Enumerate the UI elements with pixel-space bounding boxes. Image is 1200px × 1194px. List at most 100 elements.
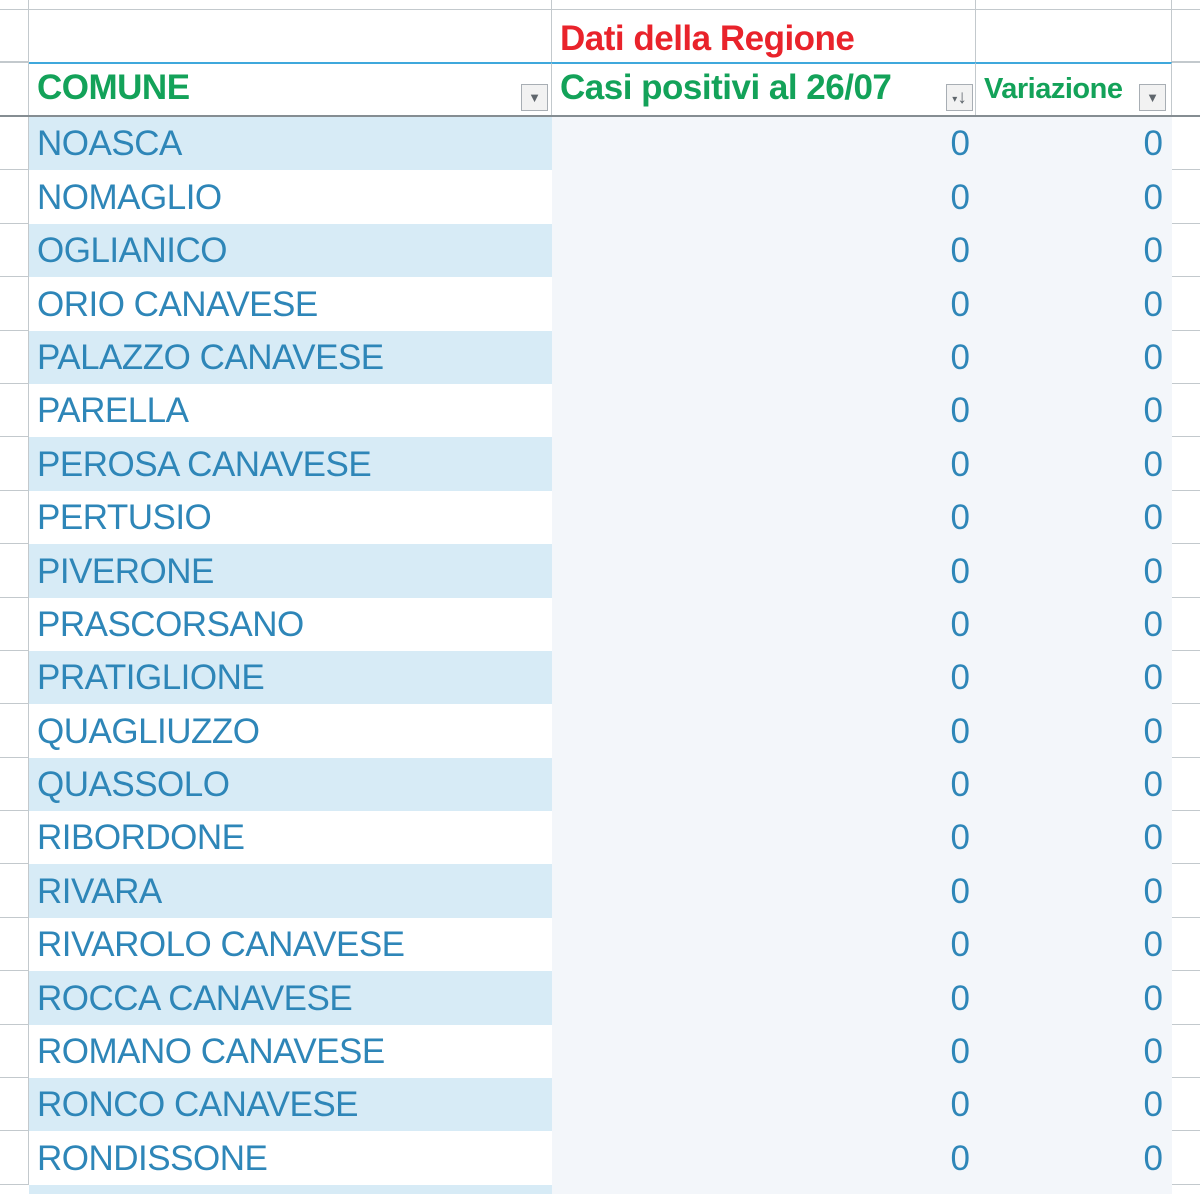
variazione-cell[interactable]: 0 — [976, 650, 1172, 705]
casi-positivi-value: 0 — [950, 391, 970, 431]
comune-cell[interactable]: ROCCA CANAVESE — [29, 971, 552, 1025]
comune-cell[interactable]: RONDISSONE — [29, 1131, 552, 1185]
variazione-cell[interactable]: 0 — [976, 704, 1172, 758]
grid-row-partial — [0, 1184, 1200, 1194]
casi-positivi-cell[interactable]: 0 — [552, 117, 976, 171]
casi-positivi-cell[interactable]: 0 — [552, 544, 976, 598]
chevron-down-icon: ▼ — [528, 90, 541, 105]
casi-positivi-cell[interactable]: 0 — [552, 757, 976, 812]
region-banner-cell[interactable]: Dati della Regione — [552, 10, 976, 62]
casi-positivi-cell[interactable]: 0 — [552, 277, 976, 331]
casi-positivi-cell[interactable]: 0 — [552, 1131, 976, 1185]
variazione-cell[interactable]: 0 — [976, 757, 1172, 812]
casi-positivi-value: 0 — [950, 604, 970, 644]
variazione-cell[interactable]: 0 — [976, 490, 1172, 545]
table-row: QUASSOLO 0 0 — [0, 757, 1200, 812]
casi-positivi-cell[interactable]: 0 — [552, 383, 976, 438]
casi-positivi-value: 0 — [950, 551, 970, 591]
casi-positivi-cell[interactable]: 0 — [552, 170, 976, 224]
casi-positivi-value: 0 — [950, 765, 970, 805]
variazione-cell[interactable]: 0 — [976, 437, 1172, 491]
column-header-casi-positivi[interactable]: Casi positivi al 26/07 ▾ ↓ — [552, 62, 976, 115]
grid-cell — [976, 1184, 1172, 1194]
variazione-cell[interactable]: 0 — [976, 917, 1172, 972]
comune-cell[interactable]: RONCO CANAVESE — [29, 1078, 552, 1132]
casi-positivi-cell[interactable]: 0 — [552, 223, 976, 278]
grid-cell — [1172, 383, 1200, 438]
comune-cell[interactable]: PRASCORSANO — [29, 597, 552, 651]
comune-cell[interactable]: QUASSOLO — [29, 757, 552, 812]
casi-positivi-cell[interactable]: 0 — [552, 917, 976, 972]
variazione-value: 0 — [1143, 1085, 1163, 1125]
variazione-cell[interactable]: 0 — [976, 330, 1172, 384]
grid-cell — [1172, 1131, 1200, 1185]
variazione-value: 0 — [1143, 177, 1163, 217]
casi-positivi-cell[interactable]: 0 — [552, 811, 976, 865]
comune-cell[interactable]: RIBORDONE — [29, 811, 552, 865]
table-row: RONCO CANAVESE 0 0 — [0, 1078, 1200, 1132]
column-header-variazione[interactable]: Variazione ▼ — [976, 62, 1172, 115]
casi-positivi-cell[interactable]: 0 — [552, 597, 976, 651]
casi-positivi-cell[interactable]: 0 — [552, 1024, 976, 1079]
variazione-cell[interactable]: 0 — [976, 383, 1172, 438]
comune-name: OGLIANICO — [37, 231, 227, 271]
comune-cell[interactable]: PRATIGLIONE — [29, 650, 552, 705]
variazione-cell[interactable]: 0 — [976, 1078, 1172, 1132]
comune-filter-button[interactable]: ▼ — [521, 84, 548, 111]
comune-cell[interactable]: ROMANO CANAVESE — [29, 1024, 552, 1079]
variazione-cell[interactable]: 0 — [976, 544, 1172, 598]
grid-cell — [0, 971, 29, 1025]
variazione-cell[interactable]: 0 — [976, 117, 1172, 171]
casi-positivi-cell[interactable]: 0 — [552, 704, 976, 758]
table-row: QUAGLIUZZO 0 0 — [0, 704, 1200, 758]
comune-name: NOASCA — [37, 124, 182, 164]
grid-cell[interactable] — [29, 10, 552, 62]
variazione-cell[interactable]: 0 — [976, 597, 1172, 651]
variazione-cell[interactable]: 0 — [976, 223, 1172, 278]
variazione-cell[interactable]: 0 — [976, 971, 1172, 1025]
casi-positivi-cell[interactable]: 0 — [552, 1078, 976, 1132]
variazione-value: 0 — [1143, 337, 1163, 377]
casi-sort-filter-button[interactable]: ▾ ↓ — [946, 84, 973, 111]
comune-cell[interactable]: RIVARA — [29, 864, 552, 918]
comune-cell[interactable]: RIVAROLO CANAVESE — [29, 917, 552, 972]
comune-cell[interactable]: NOMAGLIO — [29, 170, 552, 224]
casi-positivi-value: 0 — [950, 658, 970, 698]
comune-name: RIVAROLO CANAVESE — [37, 925, 405, 965]
comune-header-label: COMUNE — [37, 68, 190, 107]
variazione-cell[interactable]: 0 — [976, 1024, 1172, 1079]
grid-row-top — [0, 0, 1200, 10]
variazione-value: 0 — [1143, 284, 1163, 324]
variazione-value: 0 — [1143, 978, 1163, 1018]
casi-positivi-cell[interactable]: 0 — [552, 971, 976, 1025]
column-header-comune[interactable]: COMUNE ▼ — [29, 62, 552, 115]
comune-cell[interactable]: NOASCA — [29, 117, 552, 171]
casi-positivi-cell[interactable]: 0 — [552, 330, 976, 384]
variazione-cell[interactable]: 0 — [976, 1131, 1172, 1185]
casi-positivi-cell[interactable]: 0 — [552, 490, 976, 545]
comune-cell[interactable]: PEROSA CANAVESE — [29, 437, 552, 491]
casi-positivi-cell[interactable]: 0 — [552, 437, 976, 491]
variazione-cell[interactable]: 0 — [976, 864, 1172, 918]
casi-positivi-cell[interactable]: 0 — [552, 650, 976, 705]
comune-cell[interactable]: PALAZZO CANAVESE — [29, 330, 552, 384]
variazione-cell[interactable]: 0 — [976, 170, 1172, 224]
casi-positivi-cell[interactable]: 0 — [552, 864, 976, 918]
comune-cell[interactable]: QUAGLIUZZO — [29, 704, 552, 758]
casi-positivi-value: 0 — [950, 925, 970, 965]
grid-cell — [1172, 811, 1200, 865]
comune-cell[interactable]: ORIO CANAVESE — [29, 277, 552, 331]
comune-name: QUASSOLO — [37, 765, 230, 805]
variazione-cell[interactable]: 0 — [976, 811, 1172, 865]
variazione-cell[interactable]: 0 — [976, 277, 1172, 331]
comune-cell[interactable]: PERTUSIO — [29, 490, 552, 545]
comune-cell[interactable]: PARELLA — [29, 383, 552, 438]
comune-cell[interactable]: OGLIANICO — [29, 223, 552, 278]
casi-positivi-value: 0 — [950, 978, 970, 1018]
variazione-filter-button[interactable]: ▼ — [1139, 84, 1166, 111]
casi-positivi-value: 0 — [950, 444, 970, 484]
grid-cell[interactable] — [976, 10, 1172, 62]
comune-name: PIVERONE — [37, 551, 214, 591]
variazione-value: 0 — [1143, 124, 1163, 164]
comune-cell[interactable]: PIVERONE — [29, 544, 552, 598]
